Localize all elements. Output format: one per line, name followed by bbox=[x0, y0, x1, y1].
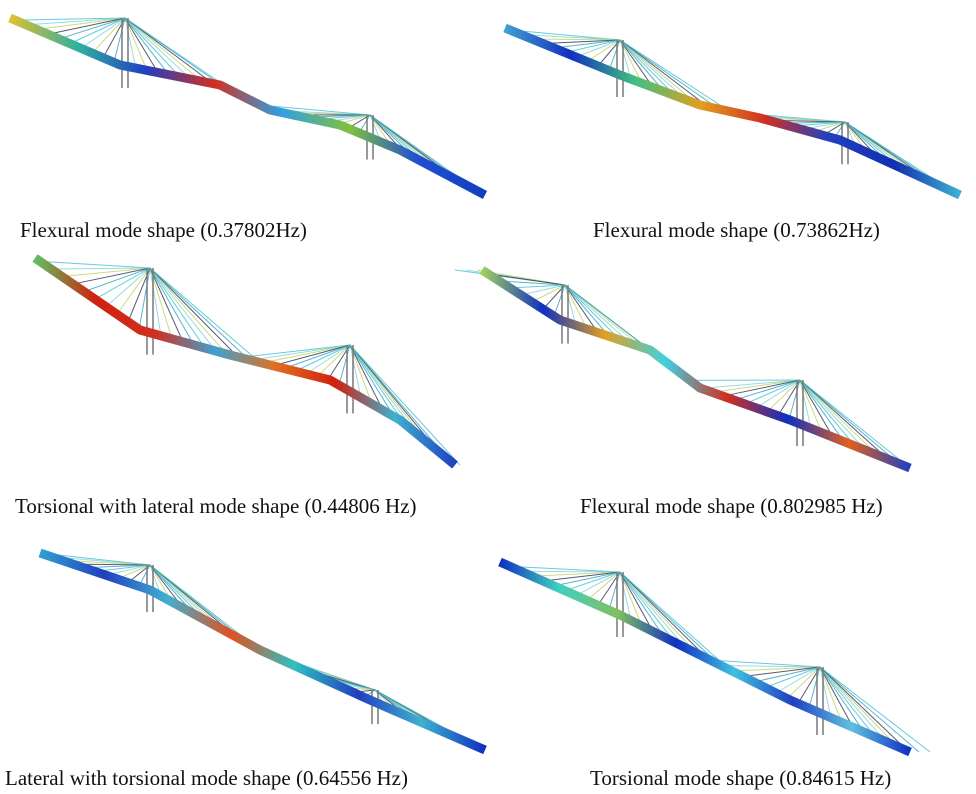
bridge-model bbox=[500, 562, 930, 752]
caption: Lateral with torsional mode shape (0.645… bbox=[5, 766, 408, 790]
cable bbox=[139, 268, 150, 329]
cable bbox=[620, 572, 697, 654]
caption: Flexural mode shape (0.802985 Hz) bbox=[580, 494, 883, 518]
cable bbox=[800, 380, 888, 459]
deck bbox=[40, 553, 485, 750]
cable bbox=[576, 572, 620, 596]
cable bbox=[620, 40, 708, 107]
cable bbox=[620, 572, 708, 659]
cable bbox=[620, 40, 719, 109]
cable bbox=[620, 40, 730, 112]
cable bbox=[776, 667, 820, 693]
deck bbox=[505, 28, 960, 195]
cable bbox=[51, 268, 150, 269]
caption: Flexural mode shape (0.37802Hz) bbox=[20, 218, 307, 242]
deck bbox=[35, 258, 455, 465]
bridge-model bbox=[40, 553, 485, 750]
mode-shape-images bbox=[0, 0, 976, 794]
caption: Flexural mode shape (0.73862Hz) bbox=[593, 218, 880, 242]
bridge-model bbox=[505, 28, 960, 195]
deck bbox=[10, 18, 485, 195]
cable bbox=[723, 380, 800, 396]
bridge-model bbox=[455, 270, 910, 468]
cable bbox=[609, 40, 620, 71]
deck bbox=[500, 562, 910, 752]
cable bbox=[800, 380, 899, 464]
cable bbox=[106, 268, 150, 307]
bridge-model bbox=[35, 258, 460, 465]
deck bbox=[482, 270, 910, 468]
cable bbox=[809, 667, 820, 708]
cable bbox=[620, 40, 697, 104]
caption: Torsional mode shape (0.84615 Hz) bbox=[590, 766, 891, 790]
figure: Flexural mode shape (0.37802Hz) Flexural… bbox=[0, 0, 976, 794]
caption: Torsional with lateral mode shape (0.448… bbox=[15, 494, 417, 518]
cable bbox=[40, 261, 150, 268]
cable bbox=[800, 380, 910, 468]
bridge-model bbox=[10, 18, 485, 195]
cable bbox=[820, 667, 908, 751]
cable bbox=[609, 572, 620, 610]
cable bbox=[620, 572, 686, 648]
cable bbox=[532, 572, 620, 576]
